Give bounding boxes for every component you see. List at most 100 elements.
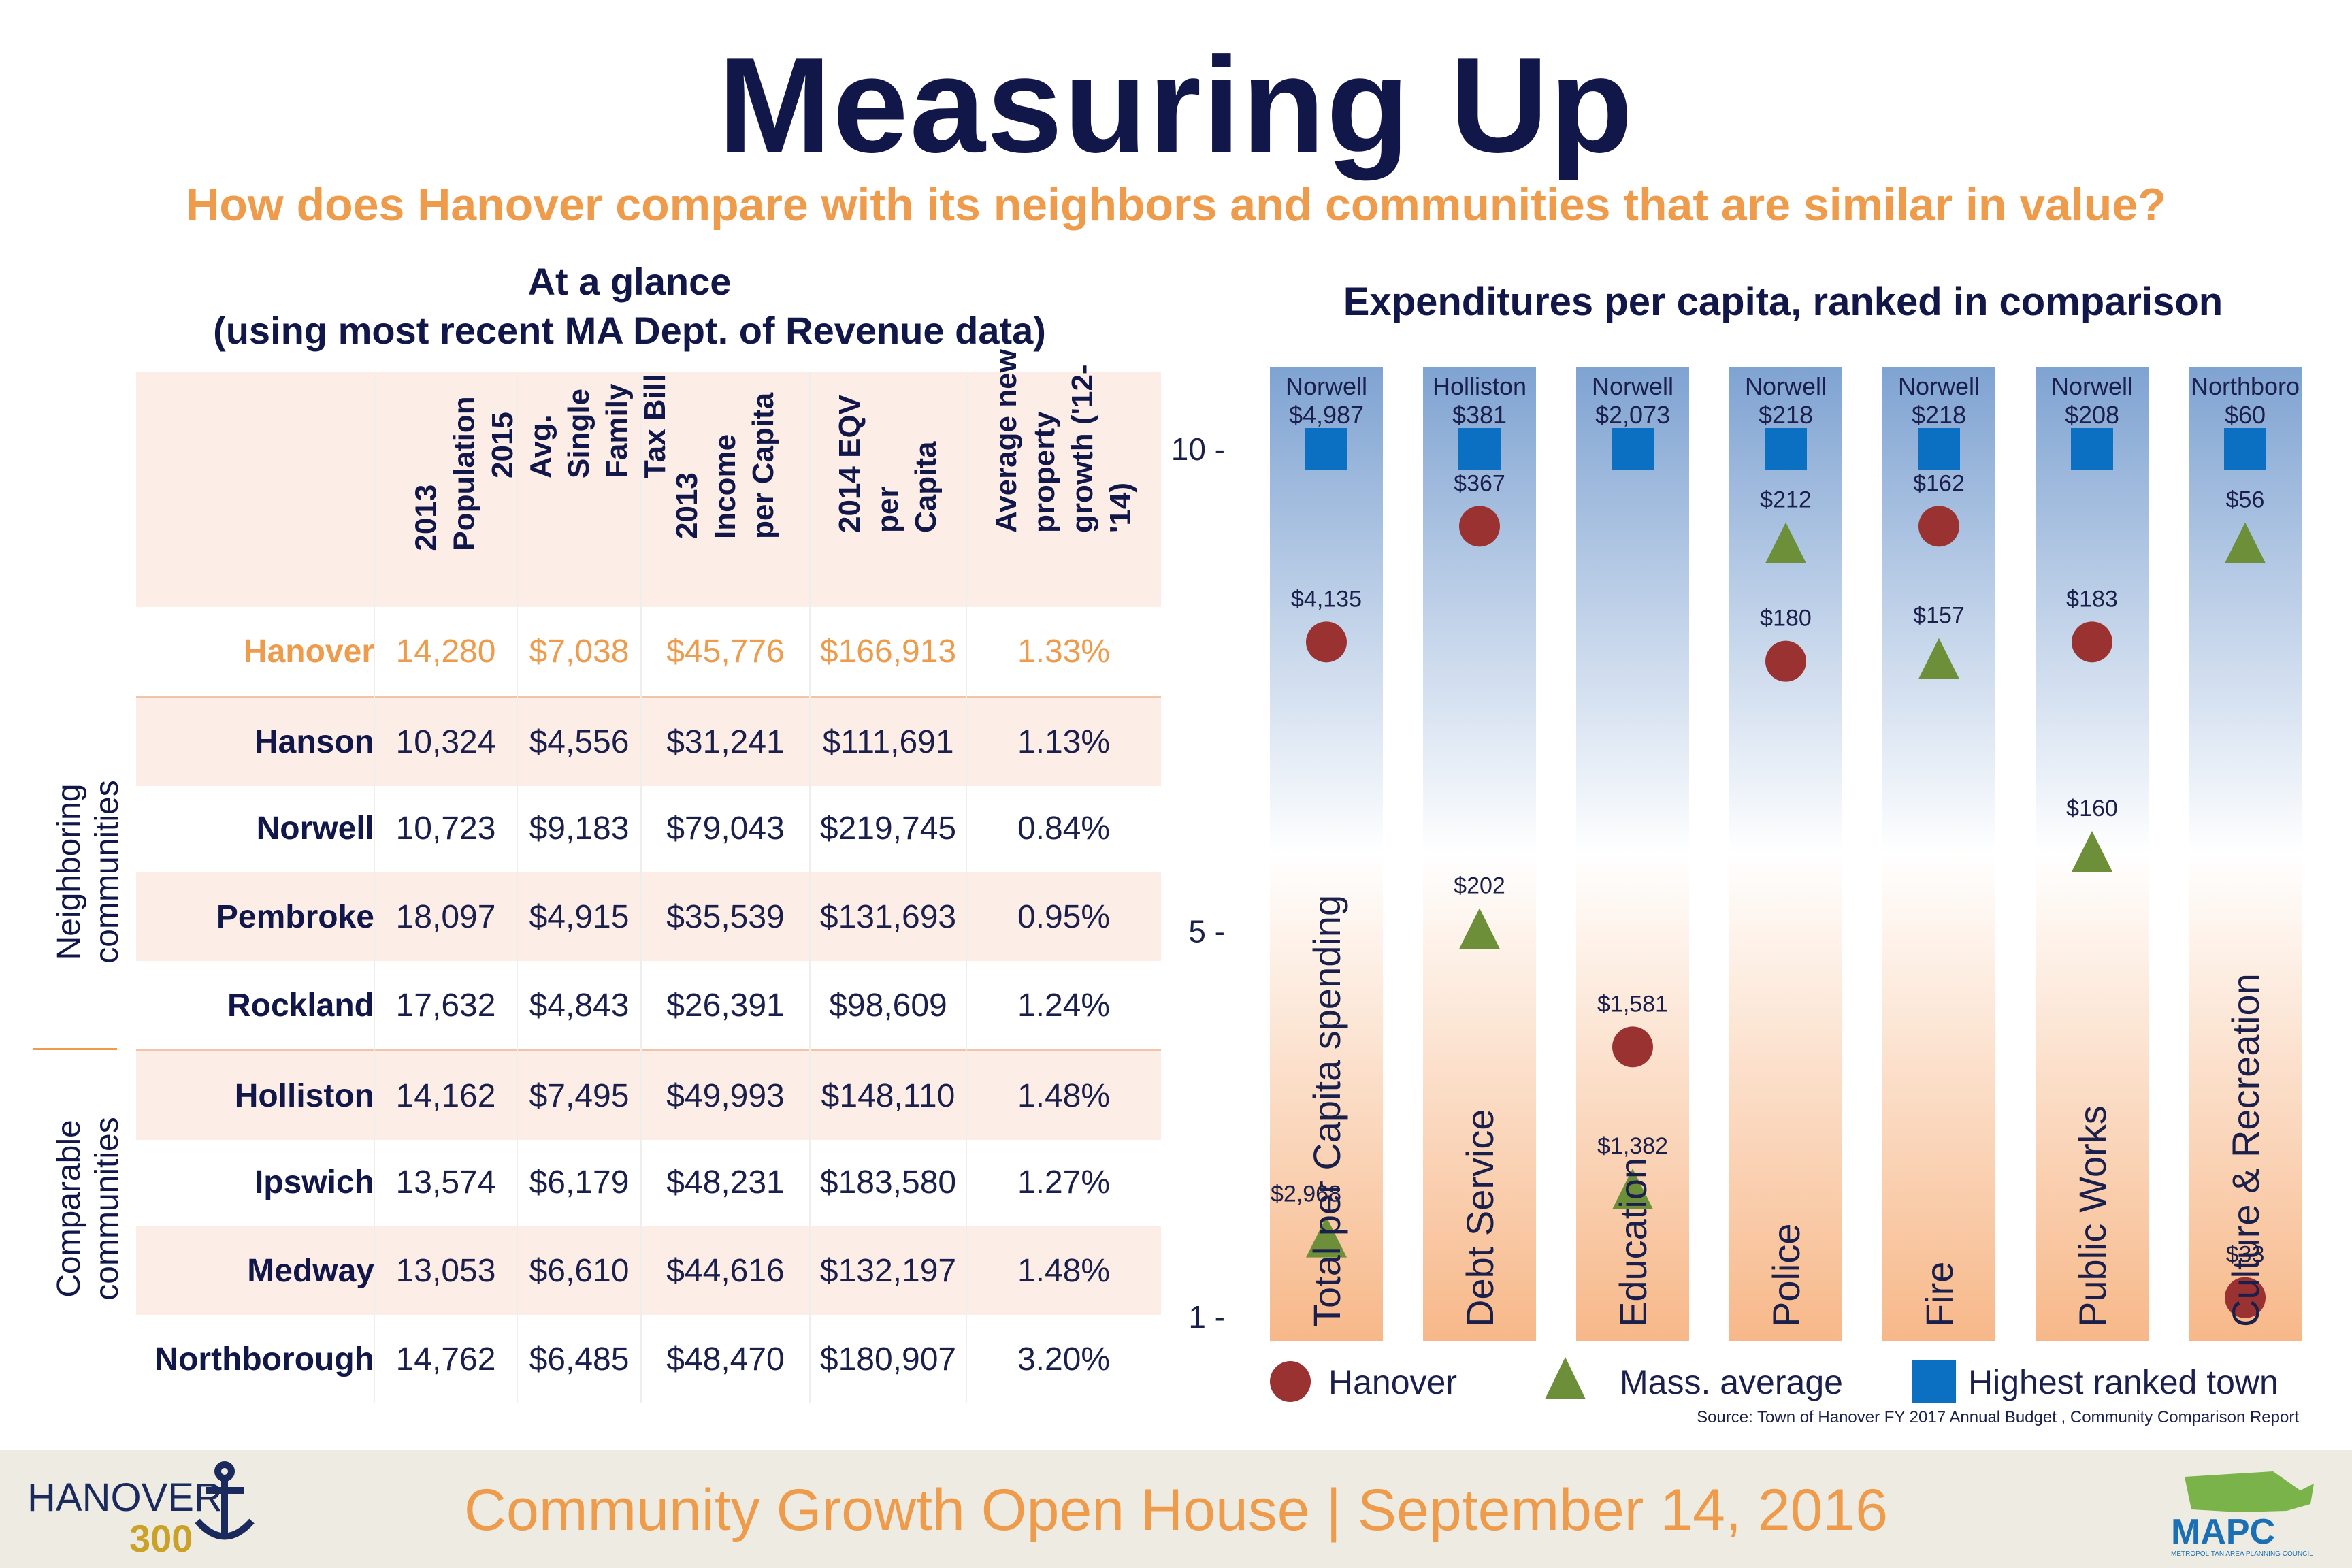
mass-average-value-label: $56	[2226, 487, 2265, 513]
legend-mass-average-label: Mass. average	[1620, 1363, 1843, 1401]
table-cell: $180,907	[819, 1341, 957, 1377]
top-town-value: $60	[2225, 401, 2266, 429]
table-cell: 17,632	[395, 987, 496, 1024]
footer-bar	[0, 1450, 2352, 1568]
column-divider	[966, 372, 967, 1403]
y-tick-label: 10 -	[1171, 431, 1225, 467]
page-subtitle: How does Hanover compare with its neighb…	[186, 179, 2166, 231]
massachusetts-map-icon	[2185, 1471, 2314, 1512]
table-cell: $4,843	[529, 987, 630, 1024]
table-title-line1: At a glance	[527, 260, 732, 303]
table-row: Norwell 10,723 $9,183 $79,043 $219,745 0.84%	[136, 784, 1161, 872]
table-cell: $6,179	[529, 1164, 630, 1200]
top-town-value: $381	[1452, 401, 1507, 429]
table-cell: $6,485	[529, 1341, 630, 1377]
legend-mass-average-marker	[1545, 1357, 1586, 1399]
table-cell: 10,723	[395, 810, 496, 847]
table-cell: $7,495	[529, 1077, 630, 1114]
legend-hanover-marker	[1270, 1361, 1311, 1402]
legend-highest-ranked-marker	[1912, 1360, 1956, 1403]
category-column	[1729, 368, 1842, 1341]
table-cell: 0.84%	[1017, 810, 1111, 847]
column-header-text: 2013 Population	[410, 396, 481, 551]
legend-highest-ranked-label: Highest ranked town	[1968, 1363, 2278, 1401]
mass-average-marker	[2225, 522, 2266, 564]
legend-hanover-label: Hanover	[1328, 1363, 1457, 1401]
top-town-label: Northboro	[2191, 372, 2300, 400]
table-row: Holliston 14,162 $7,495 $49,993 $148,110 1.48…	[136, 1049, 1161, 1140]
column-header: Average new property growth ('12-'14)	[966, 349, 1161, 607]
top-town-label: Norwell	[1898, 372, 1980, 400]
mass-average-value-label: $212	[1760, 487, 1812, 513]
table-cell: $166,913	[819, 633, 957, 670]
row-label: Ipswich	[254, 1164, 374, 1200]
table-cell: $44,616	[666, 1252, 785, 1289]
table-row: Northborough 14,762 $6,485 $48,470 $180,907 3…	[136, 1315, 1161, 1403]
table-cell: $48,231	[666, 1164, 785, 1200]
column-header: 2013 Income per Capita	[641, 372, 810, 607]
hanover-value-label: $367	[1454, 470, 1505, 496]
table-row: Hanson 10,324 $4,556 $31,241 $111,691 1.13%	[136, 696, 1161, 786]
row-label: Hanover	[243, 633, 374, 670]
hanover-300-logo: HANOVER 300	[27, 1461, 255, 1558]
mass-average-value-label: $202	[1454, 872, 1505, 898]
table-cell: 1.13%	[1017, 723, 1111, 760]
mapc-logo: MAPC METROPOLITAN AREA PLANNING COUNCIL	[2171, 1471, 2314, 1558]
glance-table: 2013 Population 2015 Avg. Single Family T…	[136, 349, 1161, 1403]
logo-left-text: HANOVER	[27, 1475, 223, 1520]
table-cell: $111,691	[822, 723, 954, 760]
row-label: Hanson	[254, 723, 374, 760]
highest-ranked-marker	[1765, 428, 1807, 470]
top-town-label: Norwell	[1745, 372, 1827, 400]
table-cell: $7,038	[529, 633, 630, 670]
table-row: Medway 13,053 $6,610 $44,616 $132,197 1.48%	[136, 1226, 1161, 1315]
top-town-value: $218	[1759, 401, 1813, 429]
mass-average-value-label: $160	[2066, 796, 2118, 821]
category-label: Police	[1765, 1223, 1808, 1327]
hanover-value-label: $162	[1913, 470, 1965, 496]
table-cell: 1.24%	[1017, 987, 1111, 1024]
top-town-label: Norwell	[1592, 372, 1673, 400]
mass-average-marker	[1459, 908, 1500, 949]
highest-ranked-marker	[1458, 428, 1501, 470]
row-label: Pembroke	[216, 898, 374, 935]
group-label-comparable: Comparable communities	[0, 1117, 252, 1300]
table-cell: $31,241	[666, 723, 785, 760]
table-cell: 1.48%	[1017, 1252, 1111, 1289]
table-cell: 1.48%	[1017, 1077, 1111, 1114]
hanover-value-label: $1,581	[1597, 991, 1668, 1017]
row-label: Medway	[247, 1252, 374, 1289]
table-cell: 14,762	[395, 1341, 496, 1377]
table-cell: $4,556	[529, 723, 630, 760]
category-label: Debt Service	[1458, 1109, 1501, 1327]
group-label-neighboring-text: Neighboring communities	[51, 780, 125, 964]
chart-plot-area: 10 -5 -1 -Norwell$4,987$4,135$2,968Total…	[1171, 368, 2302, 1426]
group-label-neighboring: Neighboring communities	[0, 780, 252, 963]
logo-left-number: 300	[129, 1517, 193, 1558]
table-header-bg	[136, 372, 1161, 607]
highest-ranked-marker	[1305, 428, 1348, 470]
row-label: Northborough	[154, 1341, 374, 1377]
chart-source-note: Source: Town of Hanover FY 2017 Annual B…	[1697, 1408, 2299, 1426]
table-cell: $45,776	[666, 633, 785, 670]
top-town-value: $218	[1912, 401, 1966, 429]
table-cell: 3.20%	[1017, 1341, 1111, 1377]
hanover-marker	[1459, 506, 1500, 547]
table-cell: 10,324	[395, 723, 496, 760]
table-cell: 14,280	[395, 633, 496, 670]
hanover-marker	[1765, 640, 1806, 682]
mass-average-marker	[1765, 522, 1806, 564]
table-cell: $48,470	[666, 1341, 785, 1377]
table-cell: $26,391	[666, 987, 785, 1024]
table-cell: $4,915	[529, 898, 630, 935]
footer-event-text: Community Growth Open House | September …	[463, 1477, 1889, 1543]
mass-average-value-label: $157	[1913, 603, 1965, 629]
hanover-value-label: $33	[2226, 1242, 2265, 1268]
table-cell: 1.27%	[1017, 1164, 1111, 1200]
group-label-comparable-text: Comparable communities	[51, 1117, 125, 1301]
table-cell: 13,574	[395, 1164, 496, 1200]
column-divider	[517, 372, 518, 1403]
hanover-value-label: $183	[2066, 586, 2118, 612]
highest-ranked-marker	[1612, 428, 1654, 470]
chart-title: Expenditures per capita, ranked in compa…	[1343, 280, 2223, 324]
